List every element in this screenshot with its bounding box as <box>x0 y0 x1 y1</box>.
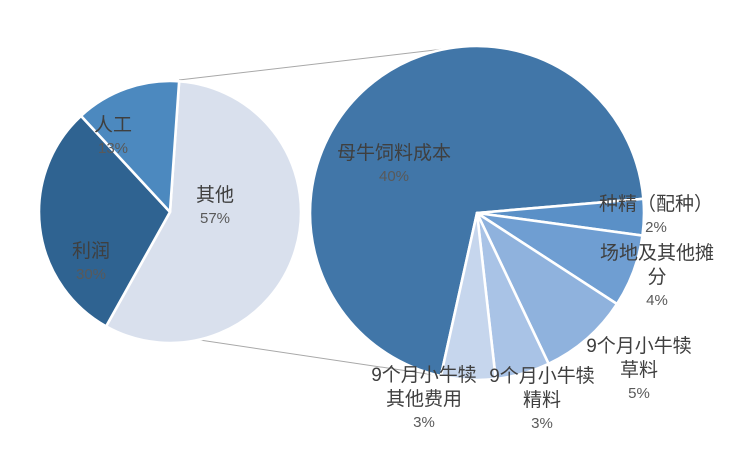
pie-slice-secondary-3 <box>475 211 619 366</box>
pie-slice-primary-1 <box>37 114 172 328</box>
pie-slice-primary-2 <box>79 79 181 214</box>
pie-slice-secondary-0 <box>308 44 645 378</box>
pie-slice-secondary-5 <box>439 211 498 382</box>
pie-slice-primary-0 <box>104 80 303 345</box>
series-connector-line <box>178 47 453 81</box>
